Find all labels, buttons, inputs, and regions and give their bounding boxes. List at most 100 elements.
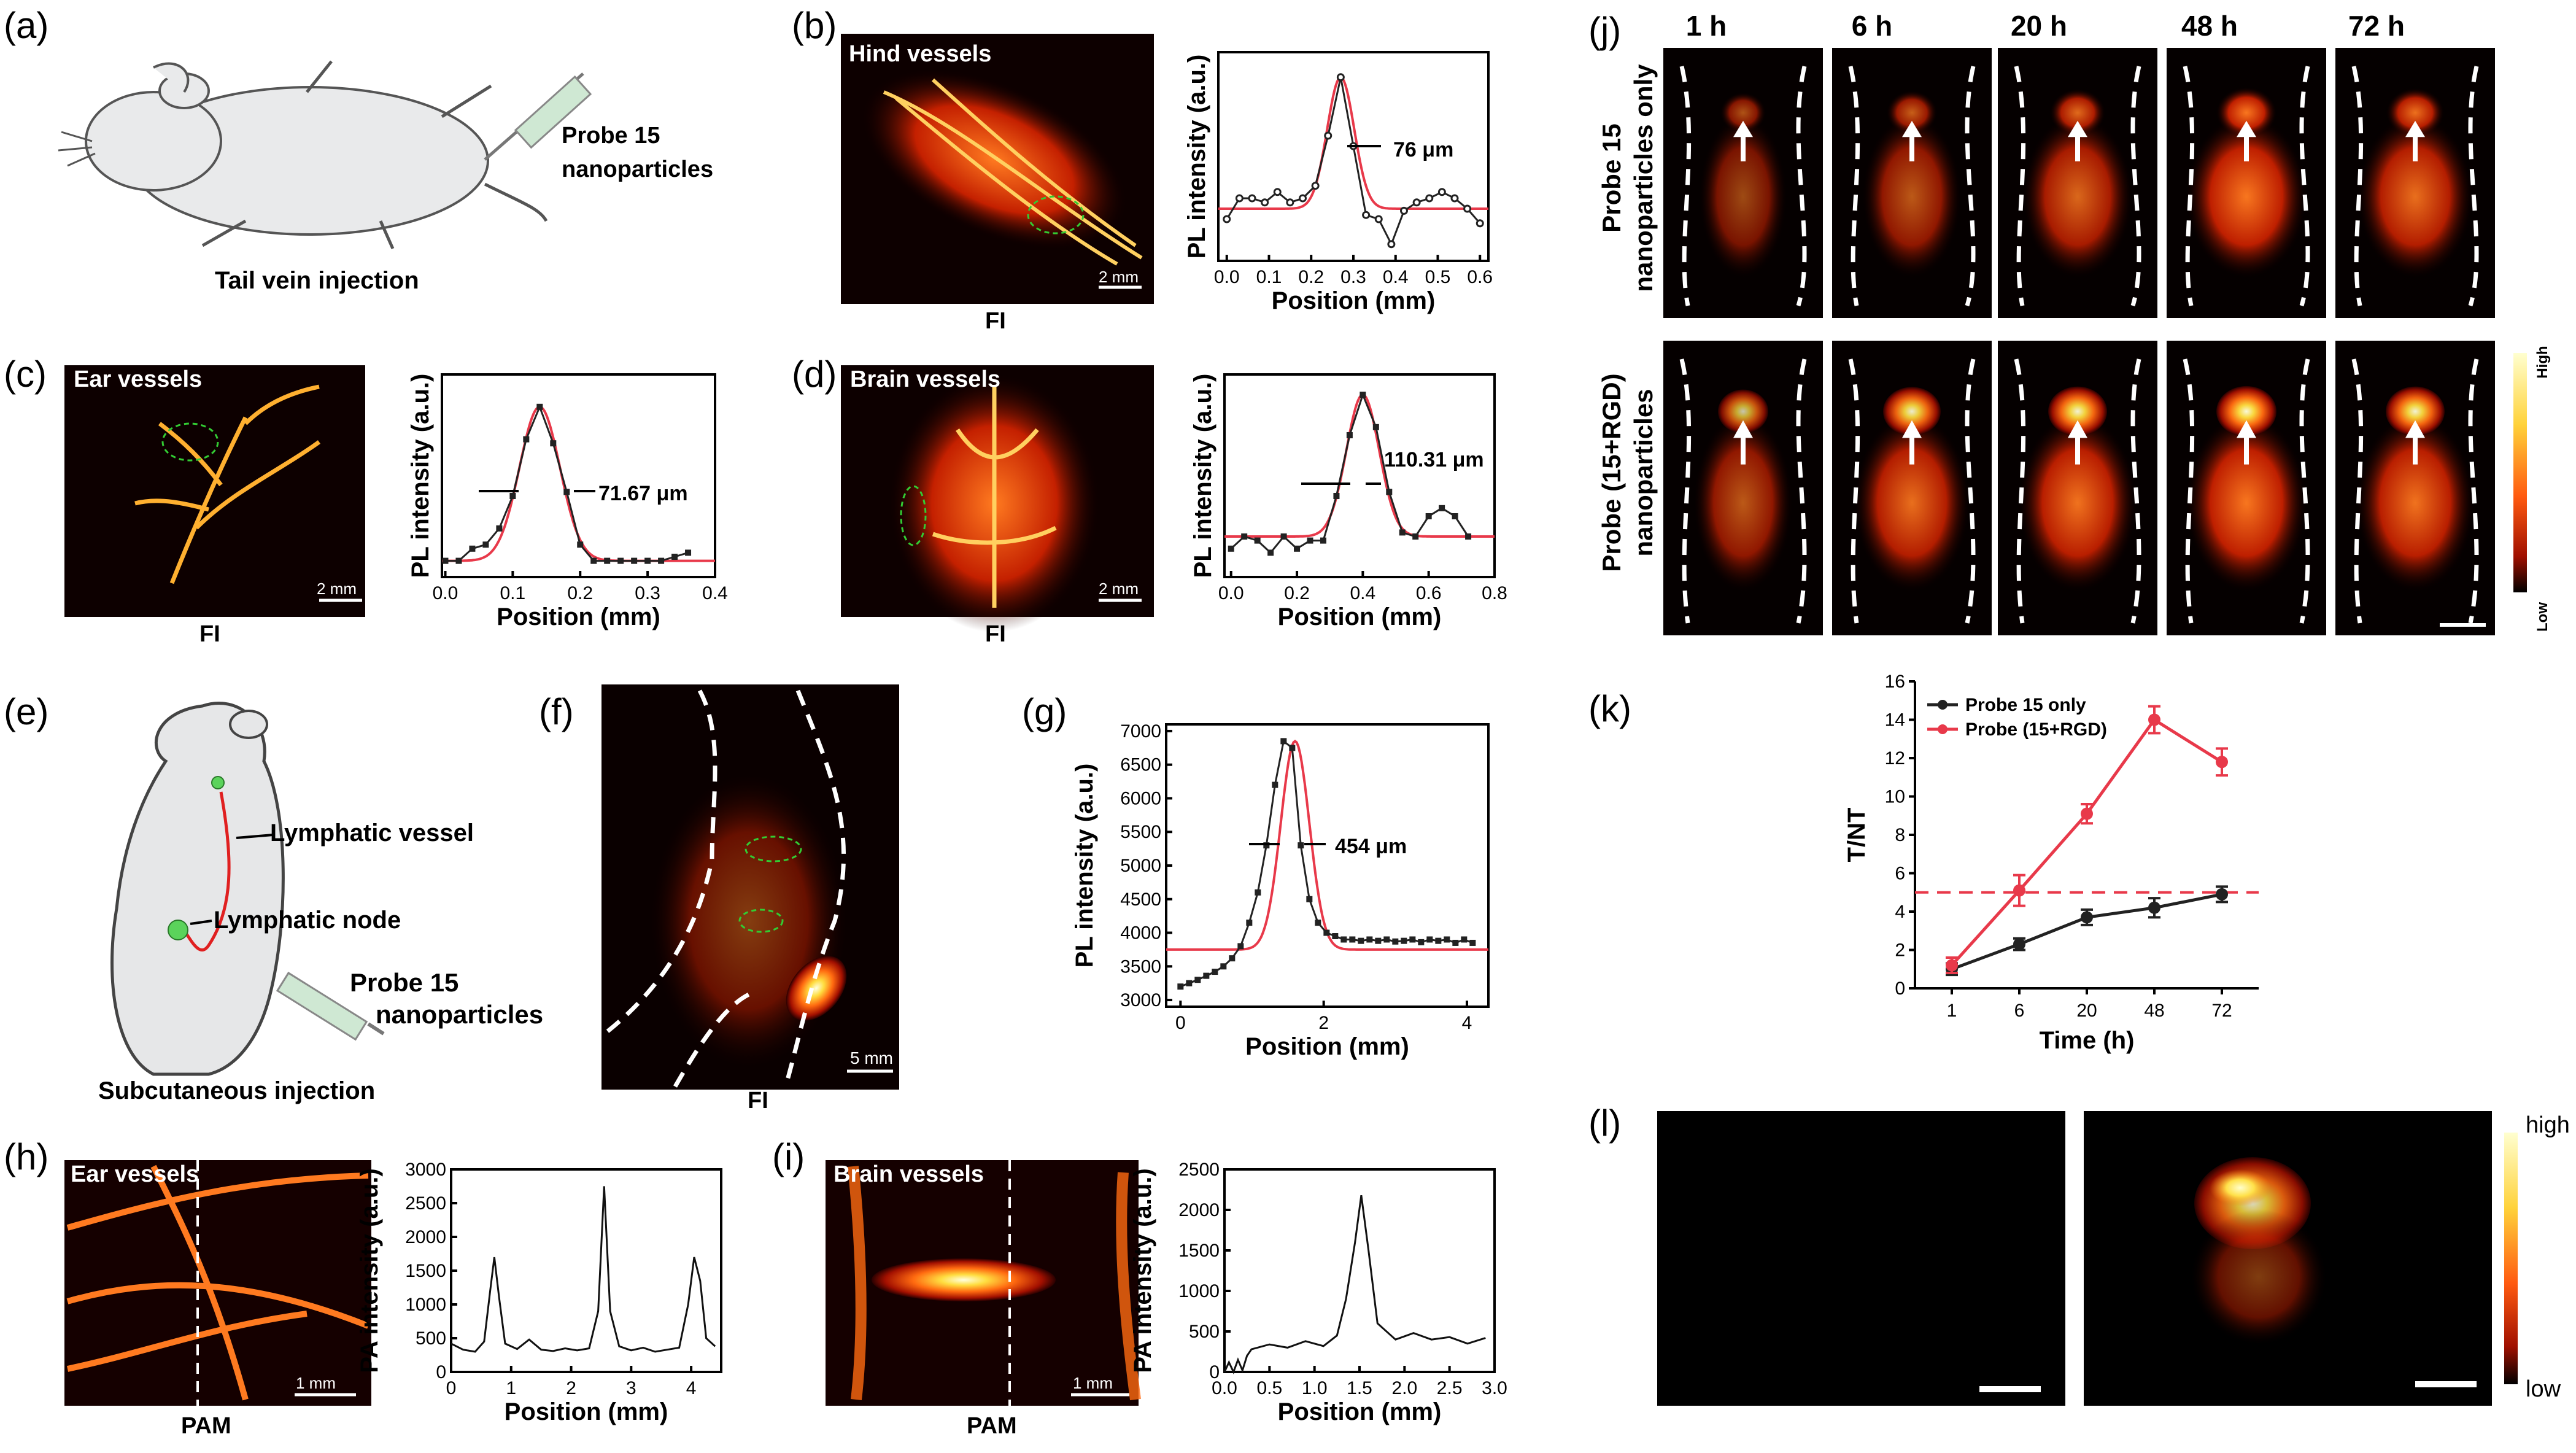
modality-h: PAM (181, 1413, 231, 1439)
data-point (1323, 929, 1330, 936)
data-point (1220, 963, 1227, 970)
data-point (1307, 537, 1313, 544)
colorbar-l-low: low (2526, 1376, 2561, 1402)
scale-bar-d: 2 mm (1099, 579, 1139, 598)
x-tick-label: 0.3 (635, 583, 660, 603)
mouse-body-signal (2019, 414, 2137, 591)
data-point (1412, 198, 1421, 207)
x-tick-label: 2 (566, 1378, 576, 1398)
y-tick-label: 1500 (1178, 1241, 1220, 1261)
x-tick-label: 2.5 (1437, 1378, 1463, 1398)
data-point (671, 554, 678, 560)
data-point (496, 525, 503, 532)
y-axis-label: T/NT (1843, 808, 1870, 862)
panel-a-label: (a) (4, 5, 48, 46)
tumor-signal (2386, 386, 2445, 436)
y-axis-label: PL intensity (a.u.) (1183, 55, 1210, 259)
data-point (2216, 756, 2228, 769)
time-labels: 1 h 6 h 20 h 48 h 72 h (1686, 10, 2405, 42)
data-point (1435, 937, 1442, 944)
data-point (1463, 204, 1472, 213)
data-point (1346, 432, 1353, 438)
data-point (1439, 505, 1445, 511)
data-point (509, 493, 516, 499)
tumor-signal (2048, 386, 2107, 436)
panel-k-label: (k) (1588, 688, 1631, 729)
row2-label-2: nanoparticles (1629, 389, 1658, 556)
row2-label-1: Probe (15+RGD) (1597, 373, 1626, 572)
panel-i-label: (i) (772, 1136, 805, 1177)
y-tick-label: 1000 (1178, 1281, 1220, 1301)
mouse-body-signal (2357, 115, 2473, 277)
y-tick-label: 5500 (1120, 822, 1161, 842)
data-point (1465, 533, 1472, 540)
caption-a: Tail vein injection (215, 267, 419, 294)
data-point (1311, 182, 1320, 190)
width-annotation: 110.31 μm (1384, 448, 1484, 471)
mouse-body-signal (1700, 115, 1787, 277)
x-axis-label: Position (mm) (497, 603, 660, 630)
image-title-d: Brain vessels (850, 366, 1000, 392)
mouse-body-signal (2356, 414, 2474, 591)
mouse-outline (2183, 358, 2310, 624)
scale-bar-c: 2 mm (317, 579, 357, 598)
x-axis-label: Position (mm) (1245, 1033, 1409, 1060)
modality-i: PAM (967, 1413, 1017, 1439)
data-point (1374, 215, 1383, 223)
y-tick-label: 14 (1885, 710, 1905, 730)
x-tick-label: 0.0 (1218, 583, 1244, 603)
x-axis-label: Time (h) (2040, 1027, 2135, 1054)
plot-frame (1223, 373, 1496, 578)
data-point (2081, 807, 2093, 820)
mouse-body-signal (2186, 414, 2307, 591)
time-label: 48 h (2181, 10, 2238, 42)
data-point (1237, 943, 1244, 950)
mouse-body-signal (2186, 115, 2307, 277)
tumor-signal (1887, 90, 1937, 135)
x-axis-label: Position (mm) (1278, 1398, 1442, 1425)
data-point (442, 557, 449, 564)
x-tick-label: 1.0 (1302, 1378, 1328, 1398)
x-axis-label: Position (mm) (505, 1398, 668, 1425)
x-tick-label: 0.8 (1482, 583, 1507, 603)
fluorescence-image-b (841, 34, 1154, 304)
data-point (1263, 842, 1270, 849)
data-point (1255, 889, 1261, 896)
y-tick-label: 0 (436, 1362, 446, 1382)
data-point (1437, 188, 1446, 196)
x-axis-label: Position (mm) (1278, 603, 1442, 630)
data-point (1177, 983, 1184, 990)
data-point (1332, 933, 1339, 939)
legend-marker (1938, 700, 1947, 710)
time-label: 1 h (1686, 10, 1727, 42)
data-point (1392, 938, 1399, 945)
image-title-i: Brain vessels (834, 1161, 984, 1187)
imaging-grid-j (1663, 48, 2495, 635)
data-point (1444, 936, 1450, 943)
x-tick-label: 0.4 (1383, 267, 1409, 287)
data-point (658, 557, 665, 564)
fluorescence-image-d (841, 365, 1154, 632)
y-tick-label: 2000 (405, 1227, 446, 1247)
arrow-head (2068, 420, 2087, 438)
data-point (1333, 493, 1340, 499)
colorbar-j-high: High (2534, 346, 2551, 378)
syringe-icon-e (276, 971, 385, 1041)
data-point (1358, 937, 1364, 944)
data-point (1235, 194, 1244, 203)
scale-bar-i: 1 mm (1073, 1374, 1113, 1392)
data-point (590, 557, 597, 564)
data-point (1412, 533, 1419, 540)
data-point (2013, 938, 2025, 951)
data-point (455, 557, 462, 564)
data-point (1387, 240, 1396, 249)
data-point (1399, 529, 1406, 536)
row1-label-2: nanoparticles only (1629, 64, 1658, 292)
time-label: 72 h (2348, 10, 2405, 42)
data-point (1261, 198, 1269, 207)
mouse-outline (2183, 66, 2310, 307)
y-axis-label: PL intensity (a.u.) (407, 374, 434, 578)
arrow-head (1733, 120, 1753, 138)
